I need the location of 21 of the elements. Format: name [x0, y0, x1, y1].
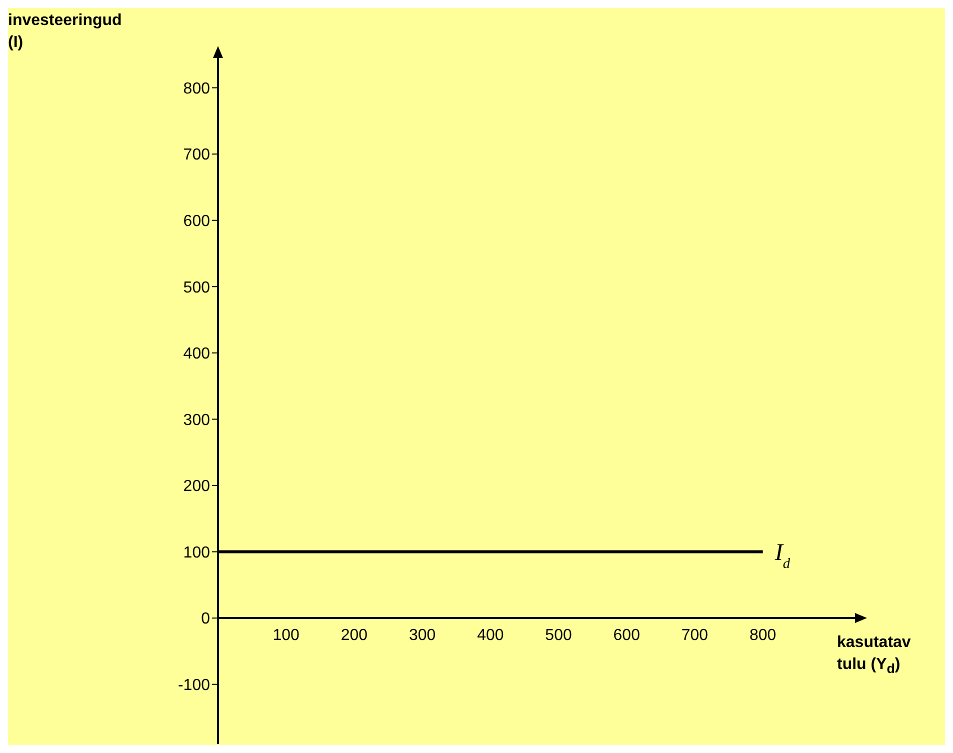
x-tick-label: 200: [340, 627, 368, 644]
y-tick-label: -100: [178, 677, 210, 694]
x-tick-label: 300: [408, 627, 436, 644]
x-axis-title: kasutatav tulu (Y$_{d}$): [837, 633, 912, 678]
x-tick-label: 700: [681, 627, 708, 644]
x-tick-label: 600: [613, 627, 640, 644]
y-tick-label: 500: [183, 279, 210, 296]
y-tick-label: 0: [201, 610, 210, 628]
y-tick-label: 700: [183, 146, 210, 164]
y-tick-label: 600: [183, 213, 210, 230]
x-tick-label: 800: [749, 627, 776, 644]
y-tick-label: 300: [183, 412, 210, 429]
x-tick-label: 500: [545, 627, 572, 644]
x-tick-label: 400: [477, 627, 504, 644]
x-tick-label: 100: [272, 627, 300, 644]
annotation: I$_{d}$: [774, 540, 791, 572]
y-tick-label: 800: [183, 80, 210, 98]
y-tick-label: 200: [183, 478, 210, 496]
y-tick-label: 100: [183, 544, 210, 562]
y-tick-label: 400: [183, 346, 210, 363]
y-axis-title: investeeringud (I): [8, 11, 123, 53]
